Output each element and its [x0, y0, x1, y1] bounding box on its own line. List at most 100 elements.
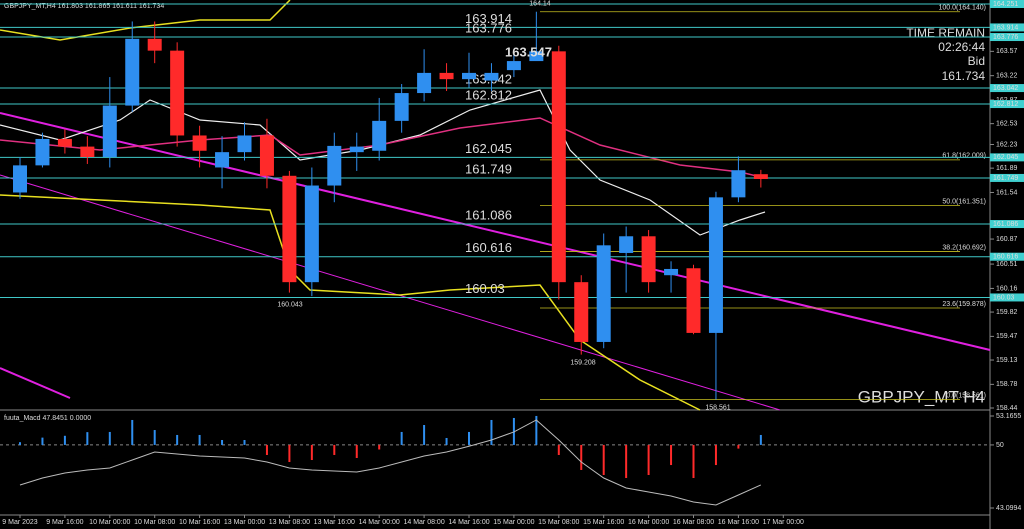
macd-bar: [310, 444, 313, 461]
y-tick-label: 161.54: [996, 189, 1018, 196]
price-annotation: 158.561: [705, 404, 730, 411]
macd-bar: [333, 444, 336, 455]
level-label: 163.914: [465, 11, 512, 26]
y-tick-label: 158.44: [996, 405, 1018, 412]
x-tick-label: 13 Mar 08:00: [269, 519, 310, 526]
y-tick-label: 159.47: [996, 333, 1018, 340]
candle-body: [439, 72, 454, 80]
macd-bar: [198, 434, 201, 445]
macd-bar: [19, 442, 21, 445]
symbol-header: GBPJPY_MT,H4 161.803 161.865 161.611 161…: [4, 3, 164, 10]
level-label: 161.086: [465, 207, 512, 222]
moving-average: [0, 89, 766, 236]
level-tag-label: 163.776: [993, 34, 1018, 41]
macd-bar: [355, 444, 358, 459]
candle-body: [596, 245, 611, 342]
level-label: 163.776: [465, 20, 512, 35]
y-tick-label: 162.53: [996, 120, 1018, 127]
x-tick-label: 15 Mar 08:00: [538, 519, 579, 526]
candle-body: [125, 38, 140, 106]
x-tick-label: 15 Mar 00:00: [493, 519, 534, 526]
current-price-label: 163.547: [505, 44, 552, 59]
macd-bar: [468, 431, 470, 445]
x-tick-label: 16 Mar 00:00: [628, 519, 669, 526]
candle-body: [327, 145, 342, 186]
level-tag: [990, 220, 1024, 229]
price-annotation: 159.208: [570, 359, 595, 366]
candle-body: [619, 236, 634, 253]
candle-body: [708, 197, 723, 333]
macd-bar: [557, 444, 560, 455]
trend-line: [0, 367, 71, 399]
bid-label: Bid: [968, 54, 985, 68]
level-tag-label: 162.812: [993, 101, 1018, 108]
candle-body: [304, 185, 319, 283]
trend-line: [0, 174, 781, 411]
level-tag-label: 161.749: [993, 175, 1018, 182]
macd-bar: [265, 444, 268, 455]
x-tick-label: 16 Mar 16:00: [718, 519, 759, 526]
fib-label: 100.0(164.140): [939, 5, 986, 12]
candle-body: [731, 170, 746, 198]
candle-body: [529, 51, 544, 62]
macd-bar: [692, 444, 695, 479]
fib-label: 0.0(158.561): [946, 392, 986, 399]
macd-bar: [423, 425, 426, 445]
macd-bar: [714, 444, 717, 466]
candle-body: [372, 120, 387, 151]
candle-body: [282, 175, 297, 283]
candle-body: [215, 152, 230, 168]
x-tick-label: 14 Mar 16:00: [448, 519, 489, 526]
macd-bar: [759, 434, 762, 445]
level-tag: [990, 293, 1024, 302]
candle-body: [484, 72, 499, 81]
macd-bar: [41, 437, 44, 445]
y-tick-label: 50: [996, 442, 1004, 449]
level-tag: [990, 100, 1024, 109]
indicator-title: fuuta_Macd 47.8451 0.0000: [4, 415, 91, 422]
macd-bar: [176, 434, 179, 445]
level-tag-label: 160.616: [993, 254, 1018, 261]
macd-bar: [647, 444, 650, 476]
macd-bar: [737, 444, 740, 449]
macd-bar: [602, 444, 605, 476]
fib-label: 61.8(162.009): [942, 153, 986, 160]
macd-bar: [288, 444, 291, 463]
level-tag-label: 162.045: [993, 154, 1018, 161]
macd-bar: [153, 430, 156, 445]
signal-line: [19, 419, 762, 506]
y-tick-label: 161.89: [996, 165, 1018, 172]
y-tick-label: 158.78: [996, 381, 1018, 388]
level-tag: [990, 23, 1024, 32]
macd-bar: [400, 431, 403, 445]
macd-bar: [86, 432, 89, 445]
level-label: 160.03: [465, 281, 505, 296]
x-tick-label: 10 Mar 00:00: [89, 519, 130, 526]
time-remain-label: TIME REMAIN: [906, 26, 985, 40]
candle-body: [462, 72, 476, 80]
x-tick-label: 13 Mar 16:00: [314, 519, 355, 526]
candle-body: [192, 135, 207, 151]
x-tick-label: 13 Mar 00:00: [224, 519, 265, 526]
price-annotation: 160.043: [277, 301, 302, 308]
level-tag-label: 160.03: [993, 294, 1015, 301]
x-tick-label: 9 Mar 2023: [2, 519, 38, 526]
y-tick-label: 160.16: [996, 285, 1018, 292]
candle-body: [574, 282, 589, 342]
level-label: 160.616: [465, 240, 512, 255]
candle-body: [664, 268, 679, 276]
macd-bar: [580, 444, 583, 470]
candle-body: [237, 135, 252, 153]
candle-body: [349, 146, 364, 153]
x-tick-label: 16 Mar 08:00: [673, 519, 714, 526]
candle-body: [170, 50, 185, 136]
y-tick-label: 159.82: [996, 309, 1018, 316]
price-annotation: 164.14: [529, 1, 551, 8]
macd-bar: [625, 444, 628, 479]
candle-body: [80, 146, 95, 158]
y-tick-label: 162.23: [996, 141, 1018, 148]
level-tag: [990, 84, 1024, 93]
y-tick-label: 53.1655: [996, 413, 1021, 420]
x-tick-label: 10 Mar 16:00: [179, 519, 220, 526]
x-tick-label: 14 Mar 00:00: [359, 519, 400, 526]
